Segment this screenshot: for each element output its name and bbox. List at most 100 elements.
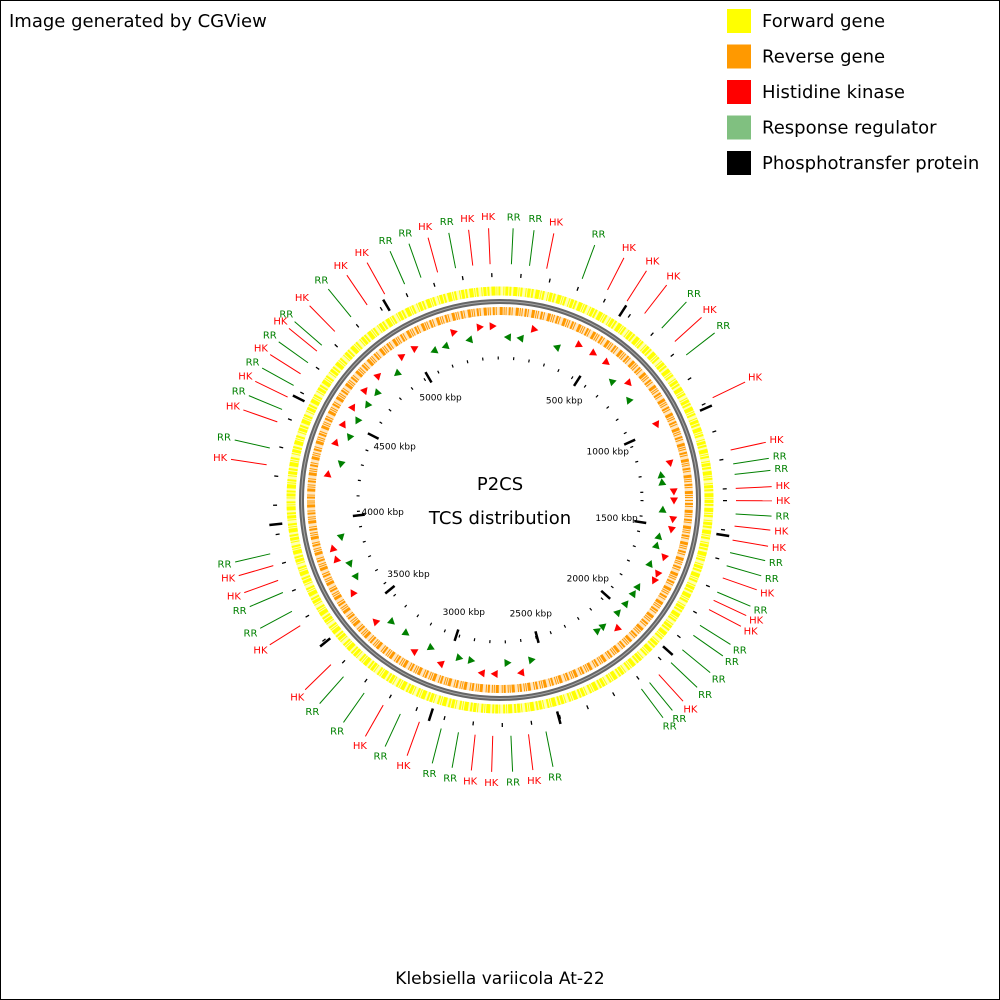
reverse-genes bbox=[307, 307, 693, 693]
feature-marker bbox=[614, 623, 622, 632]
feature-pointer bbox=[713, 599, 747, 617]
feature-label: HK bbox=[213, 453, 228, 464]
feature-label: HK bbox=[334, 261, 349, 272]
feature-pointer bbox=[235, 553, 271, 563]
major-tick bbox=[352, 513, 365, 518]
feature-marker bbox=[654, 532, 663, 541]
feature-pointer bbox=[384, 713, 401, 747]
feature-marker bbox=[655, 569, 663, 578]
feature-pointer bbox=[244, 579, 279, 594]
feature-label: RR bbox=[232, 386, 246, 397]
feature-label: RR bbox=[716, 321, 730, 332]
major-tick bbox=[367, 432, 380, 440]
feature-label: RR bbox=[698, 690, 712, 701]
feature-marker bbox=[528, 656, 536, 665]
feature-marker bbox=[336, 533, 345, 542]
feature-label: HK bbox=[481, 212, 496, 223]
outer-ticks bbox=[273, 273, 727, 727]
outer-major-tick bbox=[618, 304, 628, 317]
feature-marker bbox=[626, 396, 634, 405]
feature-pointer bbox=[546, 233, 555, 269]
feature-pointer bbox=[327, 288, 352, 318]
outer-major-tick bbox=[699, 404, 713, 412]
feature-pointer bbox=[726, 565, 762, 577]
feature-label: RR bbox=[443, 774, 457, 785]
feature-pointer bbox=[491, 735, 494, 772]
feature-pointer bbox=[234, 439, 270, 449]
feature-marker bbox=[623, 378, 632, 387]
feature-marker bbox=[374, 388, 382, 397]
feature-pointer bbox=[366, 262, 386, 295]
outer-major-tick bbox=[319, 637, 331, 648]
legend-label: Reverse gene bbox=[762, 47, 885, 68]
header-title: Image generated by CGView bbox=[9, 11, 267, 32]
feature-marker bbox=[489, 322, 497, 331]
legend-label: Histidine kinase bbox=[762, 82, 905, 103]
feature-label: RR bbox=[218, 560, 232, 571]
feature-pointer bbox=[343, 692, 365, 723]
feature-pointer bbox=[304, 664, 332, 691]
feature-label: RR bbox=[773, 452, 787, 463]
legend-swatch bbox=[727, 115, 751, 140]
feature-label: RR bbox=[279, 309, 293, 320]
feature-pointer bbox=[670, 662, 698, 688]
feature-label: HK bbox=[418, 222, 433, 233]
feature-marker bbox=[350, 589, 358, 598]
feature-label: RR bbox=[374, 752, 388, 763]
feature-marker bbox=[613, 609, 621, 618]
feature-label: HK bbox=[774, 526, 789, 537]
feature-marker bbox=[387, 617, 395, 625]
outer-major-tick bbox=[292, 394, 306, 403]
feature-pointer bbox=[249, 592, 284, 608]
feature-marker bbox=[337, 460, 346, 468]
gene-rings bbox=[273, 273, 727, 727]
feature-label: HK bbox=[645, 257, 660, 268]
tick-label: 2500 kbp bbox=[510, 609, 553, 619]
feature-label: HK bbox=[353, 741, 368, 752]
feature-marker bbox=[372, 618, 381, 627]
feature-pointer bbox=[529, 230, 535, 266]
feature-marker bbox=[333, 555, 342, 564]
feature-marker bbox=[669, 488, 678, 496]
feature-marker bbox=[669, 515, 678, 524]
feature-pointer bbox=[427, 237, 439, 273]
tick-label: 4000 kbp bbox=[361, 508, 404, 518]
feature-pointer bbox=[255, 380, 288, 398]
feature-label: RR bbox=[725, 657, 739, 668]
feature-pointer bbox=[528, 734, 534, 771]
feature-label: HK bbox=[776, 481, 791, 492]
feature-pointer bbox=[685, 332, 715, 356]
feature-label: HK bbox=[776, 496, 791, 507]
feature-label: RR bbox=[548, 773, 562, 784]
feature-marker bbox=[601, 357, 610, 365]
feature-marker bbox=[476, 323, 484, 332]
feature-pointer bbox=[294, 321, 323, 346]
feature-marker bbox=[516, 334, 524, 343]
feature-pointer bbox=[708, 609, 742, 627]
feature-marker bbox=[397, 353, 406, 362]
feature-pointer bbox=[288, 328, 318, 352]
major-tick bbox=[600, 589, 611, 600]
feature-label: HK bbox=[460, 214, 475, 225]
feature-marker bbox=[410, 649, 419, 657]
feature-marker bbox=[504, 658, 512, 667]
map-subtitle: TCS distribution bbox=[428, 508, 571, 529]
legend-label: Phosphotransfer protein bbox=[762, 153, 979, 174]
feature-pointer bbox=[674, 316, 702, 342]
feature-pointer bbox=[468, 229, 474, 266]
feature-pointer bbox=[261, 367, 294, 386]
feature-pointer bbox=[734, 525, 771, 531]
feature-pointer bbox=[735, 486, 772, 489]
feature-label: RR bbox=[330, 726, 344, 737]
feature-label: HK bbox=[295, 293, 310, 304]
major-tick bbox=[534, 630, 540, 644]
feature-marker bbox=[517, 668, 525, 677]
map-title: P2CS bbox=[477, 474, 523, 495]
feature-label: HK bbox=[484, 778, 499, 789]
outer-major-tick bbox=[269, 522, 283, 527]
feature-pointer bbox=[269, 354, 301, 375]
feature-marker bbox=[346, 433, 355, 442]
feature-marker bbox=[574, 340, 583, 348]
outer-major-tick bbox=[662, 645, 674, 656]
